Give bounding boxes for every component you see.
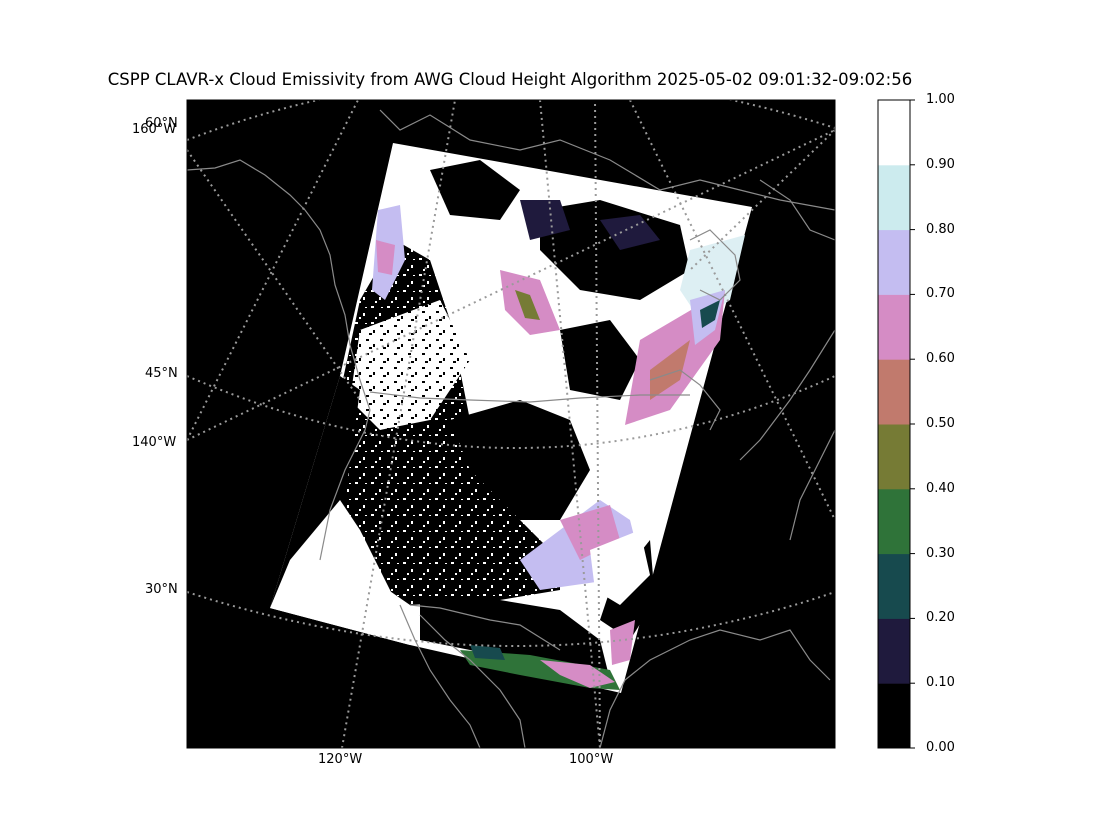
colorbar-segment — [878, 683, 910, 749]
colorbar-tick-label: 0.00 — [926, 740, 955, 755]
colorbar-tick-label: 0.70 — [926, 286, 955, 302]
colorbar-tick-label: 0.90 — [926, 156, 955, 172]
colorbar-tick-label: 0.40 — [926, 480, 955, 496]
lon-label-120w: 120°W — [318, 752, 363, 767]
coast-west — [319, 409, 371, 561]
colorbar-segment — [878, 424, 910, 490]
dark-patch-north — [520, 200, 570, 240]
coast-baja — [399, 604, 481, 748]
border-us-mexico — [409, 604, 561, 651]
colorbar-segment — [878, 618, 910, 684]
colorbar-segment — [878, 553, 910, 619]
meridian-160w — [187, 149, 361, 401]
colorbar-tick-label: 0.50 — [926, 416, 955, 431]
colorbar-segment — [878, 229, 910, 295]
emissivity-patch-gulf — [590, 530, 650, 605]
colorbar-tick-label: 0.20 — [926, 610, 955, 626]
speckle-region — [350, 300, 470, 430]
emissivity-patch-nw2 — [376, 240, 395, 275]
colorbar-segment — [878, 164, 910, 231]
lon-label-100w: 100°W — [569, 752, 614, 767]
map-title: CSPP CLAVR-x Cloud Emissivity from AWG C… — [107, 70, 913, 89]
lat-label-60n: 60°N — [145, 116, 178, 131]
coast-mexico — [419, 614, 526, 748]
colorbar-segment — [878, 359, 910, 425]
lat-label-30n: 30°N — [145, 582, 178, 597]
coast-greenland-area — [759, 179, 835, 241]
dark-patch-south — [470, 645, 505, 660]
lon-label-140w: 140°W — [132, 435, 177, 450]
colorbar-tick-label: 1.00 — [926, 92, 955, 107]
clear-region-north2 — [430, 160, 520, 220]
coast-east — [739, 329, 835, 461]
map-frame — [186, 99, 836, 749]
colorbar-frame — [877, 99, 911, 749]
emissivity-patch-east-olive — [650, 340, 690, 400]
dark-patch-north2 — [600, 215, 660, 250]
colorbar — [878, 99, 915, 749]
coast-north — [379, 109, 835, 211]
border-us-canada — [369, 391, 690, 403]
clear-region-north — [540, 200, 690, 300]
meridian-110w — [539, 100, 601, 748]
coastlines — [187, 109, 835, 748]
parallel-30n — [187, 591, 835, 647]
colorbar-segment — [878, 100, 910, 166]
coast-gulf — [599, 629, 831, 748]
meridian-120w — [341, 100, 456, 748]
great-lakes — [649, 369, 721, 431]
coast-east2 — [789, 429, 835, 541]
swath-sw-white — [270, 500, 410, 645]
colorbar-segment — [878, 294, 910, 360]
lon-label-160w: 160°W — [132, 122, 177, 137]
emissivity-patch-center-olive — [515, 290, 540, 320]
colorbar-tick-label: 0.30 — [926, 545, 955, 561]
colorbar-tick-label: 0.80 — [926, 221, 955, 237]
graticule — [187, 100, 835, 748]
clear-region-mid — [560, 320, 640, 400]
emissivity-patch-florida — [610, 620, 635, 665]
meridian-100w — [594, 100, 601, 748]
colorbar-segment — [878, 488, 910, 555]
clear-region-center — [450, 400, 590, 520]
emissivity-patch-east-green — [700, 300, 720, 328]
hudson-bay — [689, 229, 741, 301]
colorbar-tick-label: 0.60 — [926, 351, 955, 367]
colorbar-tick-label: 0.10 — [926, 675, 955, 691]
emissivity-patch-sw-band2 — [540, 660, 615, 688]
satellite-swath — [187, 100, 835, 748]
clear-south — [420, 600, 610, 680]
lat-label-45n: 45°N — [145, 366, 178, 381]
coast-alaska — [187, 159, 371, 411]
